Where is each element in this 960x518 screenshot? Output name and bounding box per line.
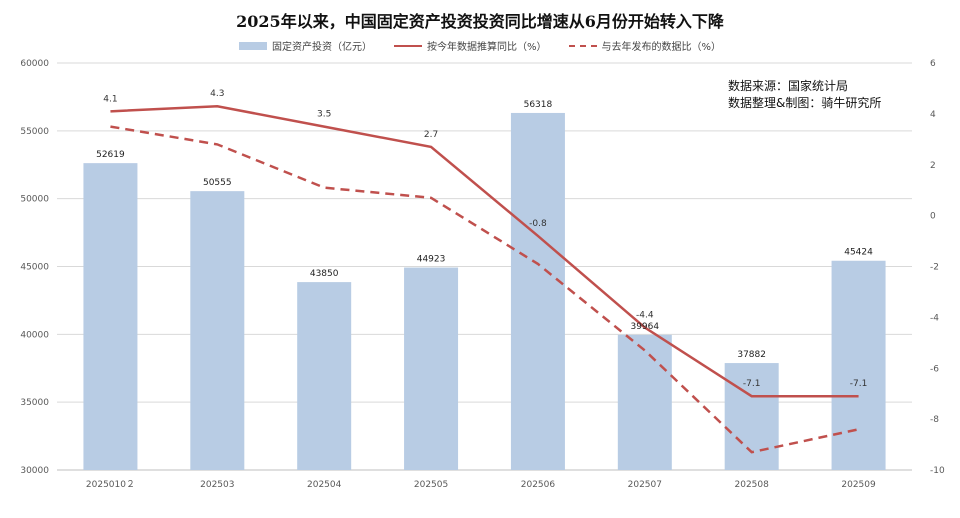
- y-left-tick-label: 30000: [20, 466, 49, 476]
- x-tick-label: 202509: [841, 480, 876, 490]
- line-value-label: -4.4: [636, 311, 654, 321]
- legend: 固定资产投资（亿元） 按今年数据推算同比（%） 与去年发布的数据比（%）: [0, 38, 960, 53]
- bar-value-label: 52619: [96, 150, 125, 160]
- y-right-tick-label: 4: [930, 110, 936, 120]
- bar-value-label: 50555: [203, 178, 232, 188]
- bar-value-label: 37882: [737, 350, 766, 360]
- line-value-label: -7.1: [743, 379, 761, 389]
- y-left-tick-label: 55000: [20, 127, 49, 137]
- x-tick-label: 202505: [414, 480, 448, 490]
- x-tick-label: 202508: [735, 480, 770, 490]
- x-tick-label: 202503: [200, 480, 234, 490]
- source-line-2: 数据整理&制图：骑牛研究所: [728, 96, 882, 110]
- y-left-tick-label: 60000: [20, 59, 49, 69]
- bar: [617, 334, 672, 470]
- x-tick-label: 202504: [307, 480, 342, 490]
- bar-value-label: 56318: [524, 100, 553, 110]
- legend-line-swatch: [393, 44, 422, 47]
- x-tick-label: 2025010２: [86, 480, 135, 490]
- bar-value-label: 44923: [417, 255, 446, 265]
- y-right-tick-label: 0: [930, 212, 936, 222]
- bar: [510, 112, 565, 471]
- bar-value-label: 45424: [844, 248, 873, 258]
- dashed-series-line: [110, 125, 859, 454]
- legend-item-bar: 固定资产投资（亿元）: [238, 38, 372, 53]
- y-right-tick-label: -8: [930, 415, 939, 425]
- y-right-tick-label: 6: [930, 59, 936, 69]
- y-left-tick-label: 45000: [20, 263, 49, 273]
- bar: [83, 163, 138, 470]
- y-left-tick-label: 40000: [20, 330, 49, 340]
- source-line-1: 数据来源：国家统计局: [728, 79, 849, 93]
- y-right-tick-label: 2: [930, 161, 936, 171]
- legend-dash-label: 与去年发布的数据比（%）: [601, 42, 722, 53]
- x-tick-label: 202506: [521, 480, 556, 490]
- y-left-tick-label: 50000: [20, 195, 49, 205]
- legend-item-line: 按今年数据推算同比（%）: [393, 38, 547, 53]
- line-value-label: 4.3: [210, 89, 224, 99]
- legend-dash-swatch: [568, 44, 597, 47]
- chart-title: 2025年以来，中国固定资产投资投资同比增速从6月份开始转入下降: [236, 12, 724, 31]
- bar: [404, 267, 459, 470]
- y-right-tick-label: -4: [930, 313, 939, 323]
- legend-item-dash: 与去年发布的数据比（%）: [568, 38, 722, 53]
- solid-series-line: [110, 104, 859, 398]
- bar-value-label: 39964: [630, 322, 659, 332]
- bar: [297, 282, 352, 470]
- y-left-tick-label: 35000: [20, 398, 49, 408]
- y-right-tick-label: -10: [930, 466, 945, 476]
- bar: [190, 191, 245, 471]
- source-annotation: 数据来源：国家统计局 数据整理&制图：骑牛研究所: [728, 78, 881, 112]
- y-right-tick-label: -2: [930, 263, 939, 273]
- legend-bar-swatch: [238, 41, 267, 50]
- legend-bar-label: 固定资产投资（亿元）: [271, 42, 372, 53]
- line-value-label: -0.8: [529, 219, 547, 229]
- bar-value-label: 43850: [310, 269, 339, 279]
- bar: [831, 260, 886, 470]
- x-tick-label: 202507: [628, 480, 662, 490]
- line-value-label: -7.1: [850, 379, 868, 389]
- legend-line-label: 按今年数据推算同比（%）: [426, 42, 547, 53]
- line-value-label: 3.5: [317, 110, 331, 120]
- y-right-tick-label: -6: [930, 364, 939, 374]
- line-value-label: 2.7: [424, 130, 438, 140]
- line-value-label: 4.1: [103, 94, 117, 104]
